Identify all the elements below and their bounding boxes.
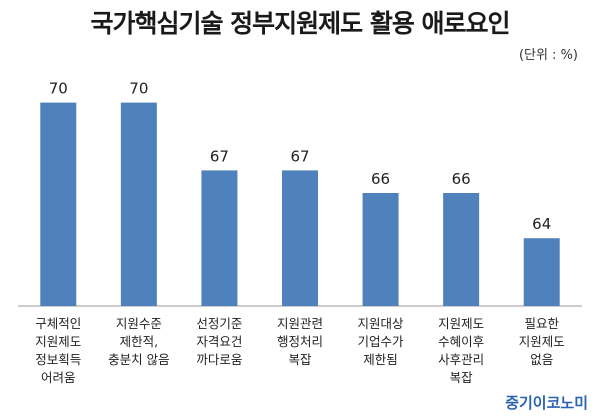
source-logo: 중기이코노미 [505, 394, 588, 412]
category-label-7: 필요한 지원제도 없음 [518, 316, 565, 367]
data-label-6: 66 [452, 170, 471, 188]
data-label-7: 64 [532, 215, 551, 233]
category-label-3: 선정기준 자격요건 까다로움 [196, 316, 243, 367]
data-label-2: 70 [129, 80, 148, 98]
chart-title: 국가핵심기술 정부지원제도 활용 애로요인 [90, 9, 510, 38]
bar-2 [120, 102, 157, 306]
data-label-4: 67 [290, 147, 309, 165]
bar-7 [523, 238, 560, 306]
bar-4 [282, 170, 318, 306]
category-label-2: 지원수준 제한적, 충분치 않음 [108, 316, 170, 367]
bar-1 [40, 102, 77, 306]
data-label-5: 66 [371, 170, 390, 188]
unit-label: (단위 : %) [518, 48, 578, 63]
data-label-1: 70 [49, 80, 68, 98]
category-label-6: 지원제도 수혜이후 사후관리 복잡 [438, 316, 485, 385]
category-label-4: 지원관련 행정처리 복잡 [276, 316, 323, 367]
bar-6 [443, 193, 480, 306]
bar-3 [201, 170, 238, 306]
category-label-1: 구체적인 지원제도 정보획득 어려움 [35, 316, 82, 385]
data-label-3: 67 [210, 147, 229, 165]
category-label-5: 지원대상 기업수가 제한됨 [357, 316, 404, 367]
bar-5 [362, 193, 399, 306]
